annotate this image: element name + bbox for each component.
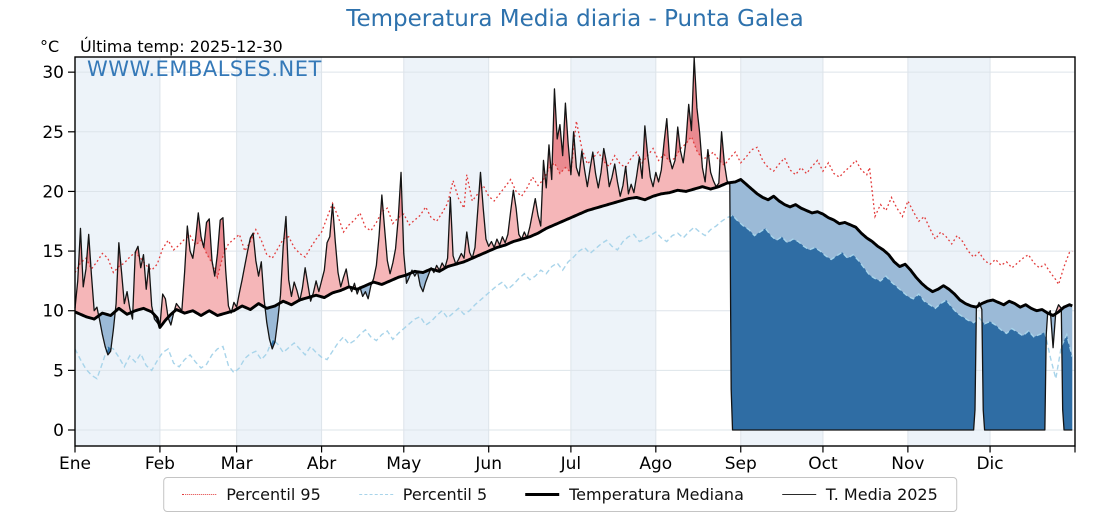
legend-label: Percentil 5 [402,485,488,504]
legend-label: Percentil 95 [226,485,321,504]
x-tick-label: May [386,454,421,474]
t-media-2025-line [74,57,1073,431]
legend-item-t2025: T. Media 2025 [781,485,938,504]
x-tick-label: Jul [560,454,582,474]
y-tick-label: 15 [42,242,64,262]
chart-legend: Percentil 95 Percentil 5 Temperatura Media… [163,477,957,512]
gridlines [75,57,1075,446]
watermark-text: WWW.EMBALSES.NET [87,57,322,81]
legend-item-median: Temperatura Mediana [525,485,744,504]
y-axis-unit-label: °C [40,37,60,56]
y-tick-label: 0 [53,421,64,441]
last-temp-label: Última temp: 2025-12-30 [80,37,283,56]
y-axis-labels: 0 5 10 15 20 25 30 [42,63,64,441]
temperatura-mediana-line [74,178,1073,329]
x-tick-label: Mar [221,454,253,474]
legend-swatch-p95-icon [182,494,217,495]
x-axis-labels: Ene Feb Mar Abr May Jun Jul Ago Sep Oct Nov Dic [59,454,1004,474]
legend-swatch-p5-icon [358,494,393,495]
fill-below-p5 [75,215,1073,430]
fill-above-median [75,57,1073,328]
y-tick-label: 25 [42,123,64,143]
percentil-5-line [74,214,1073,380]
legend-swatch-t2025-icon [781,494,816,495]
page-title: Temperatura Media diaria - Punta Galea [346,6,804,32]
percentil-95-line [74,120,1073,287]
x-tick-label: Ago [639,454,672,474]
legend-label: T. Media 2025 [825,485,938,504]
y-tick-label: 5 [53,361,64,381]
legend-item-p5: Percentil 5 [358,485,488,504]
chart-window: 0 5 10 15 20 25 30 Ene Feb Mar Abr May Jun Jul Ago Sep O… [40,6,1076,512]
x-tick-label: Ene [59,454,91,474]
y-tick-label: 30 [42,63,64,83]
legend-label: Temperatura Mediana [569,485,744,504]
x-tick-label: Dic [976,454,1003,474]
axis-ticks [68,71,1076,453]
y-tick-label: 10 [42,302,64,322]
legend-item-p95: Percentil 95 [182,485,321,504]
x-tick-label: Jun [474,454,502,474]
x-tick-label: Oct [808,454,838,474]
x-tick-label: Feb [145,454,175,474]
y-tick-label: 20 [42,182,64,202]
x-tick-label: Nov [891,454,924,474]
x-tick-label: Sep [725,454,757,474]
temperature-chart: 0 5 10 15 20 25 30 Ene Feb Mar Abr May Jun Jul Ago Sep O… [42,56,1076,474]
x-tick-label: Abr [307,454,336,474]
legend-swatch-median-icon [525,493,560,496]
